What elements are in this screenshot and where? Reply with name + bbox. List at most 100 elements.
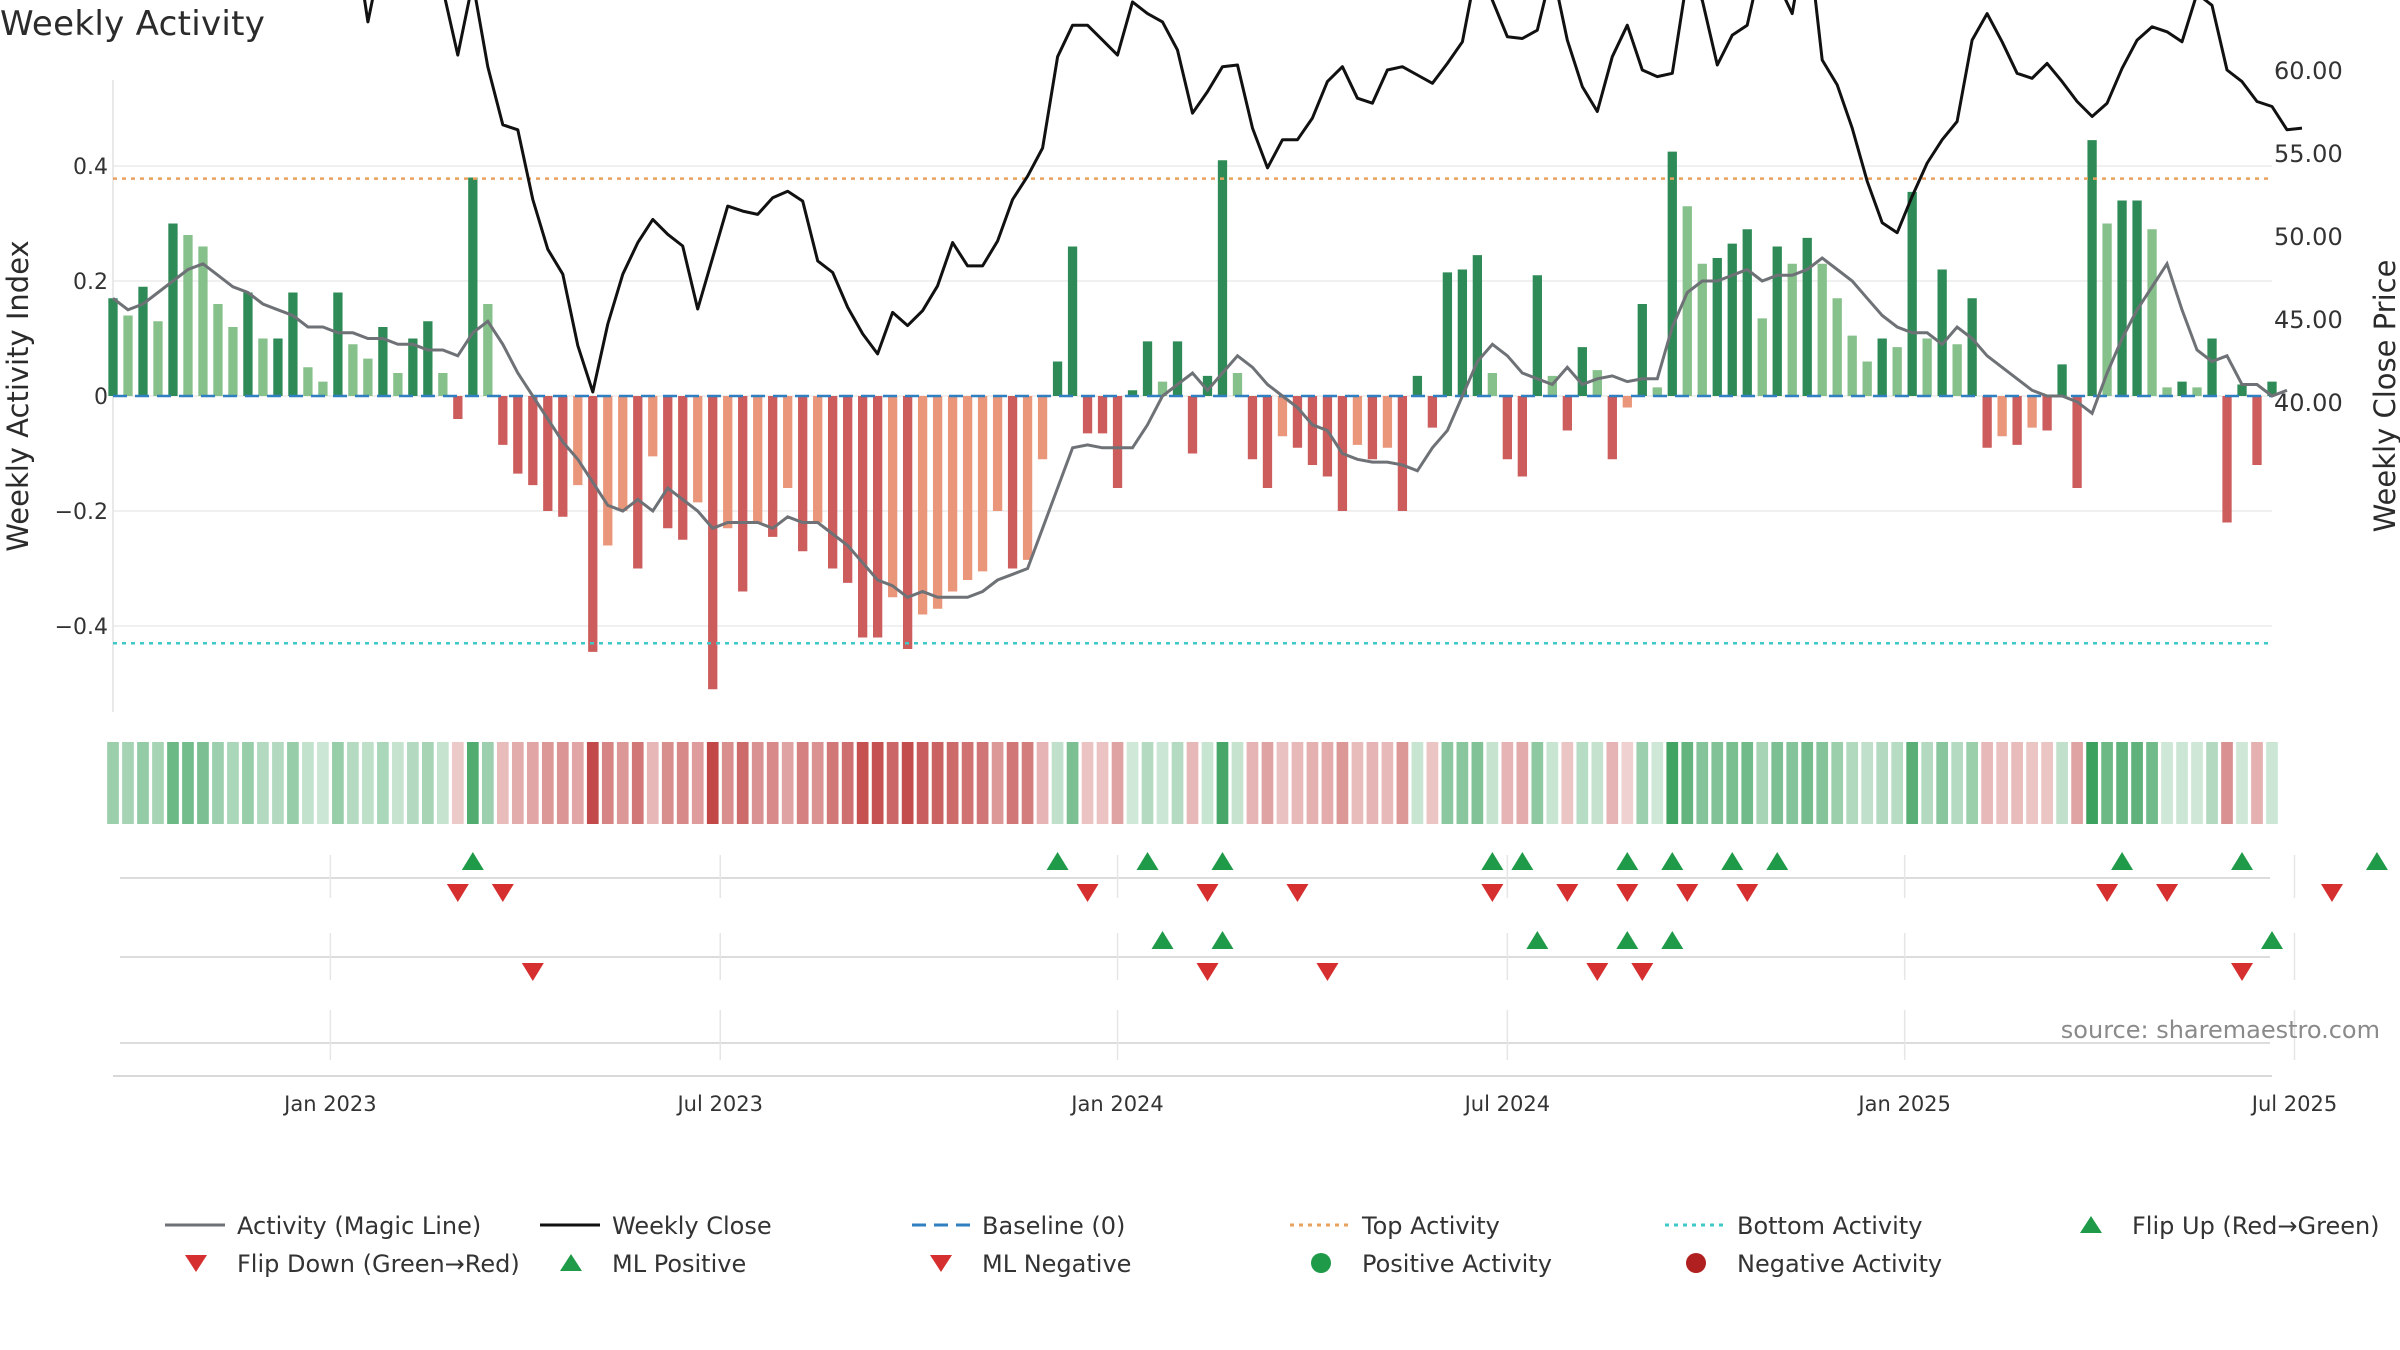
activity-bar [678, 396, 688, 540]
heat-cell [1216, 742, 1229, 824]
heat-cell [1291, 742, 1304, 824]
heat-cell [1681, 742, 1694, 824]
heat-cell [2116, 742, 2128, 824]
activity-bar [1427, 396, 1438, 428]
y2-tick-label: 65.00 [2274, 0, 2343, 2]
heat-cell [526, 742, 539, 824]
activity-bar [1202, 375, 1213, 396]
y2-tick-label: 40.00 [2274, 389, 2343, 417]
legend-swatch [2080, 1216, 2102, 1233]
activity-bar [2102, 223, 2112, 396]
heat-cell [2026, 742, 2038, 824]
activity-bar [2267, 381, 2277, 396]
activity-bar [902, 396, 913, 649]
legend-item: Bottom Activity [1665, 1212, 1922, 1240]
activity-bar [2207, 338, 2217, 396]
heat-cell [1711, 742, 1724, 824]
flip-down-marker [1076, 884, 1099, 902]
heat-cell [2101, 742, 2113, 824]
magic-line [112, 256, 2288, 600]
flip-down-marker [2156, 884, 2179, 902]
y-tick-label: −0.4 [55, 615, 108, 640]
legend-swatch [1686, 1253, 1706, 1273]
heat-cell [1246, 742, 1259, 824]
activity-bar [1892, 347, 1902, 396]
activity-bar [1607, 396, 1617, 460]
heat-cell [2206, 742, 2218, 824]
heat-cell [856, 742, 869, 824]
heat-cell [1531, 742, 1544, 824]
legend-label: Negative Activity [1737, 1250, 1942, 1278]
heat-strip [107, 742, 2278, 824]
heat-cell [122, 742, 134, 824]
heat-cell [317, 742, 329, 824]
flip-up-marker [2111, 852, 2134, 870]
legend-label: Flip Down (Green→Red) [237, 1250, 520, 1278]
activity-bar [2072, 396, 2082, 488]
activity-bar [753, 396, 763, 523]
heat-cell [137, 742, 149, 824]
heat-cell [901, 742, 914, 824]
activity-bar [2252, 396, 2262, 465]
activity-bar [2147, 229, 2157, 396]
activity-bar [213, 304, 223, 396]
heat-cell [976, 742, 989, 824]
heat-cell [1471, 742, 1484, 824]
legend-label: Flip Up (Red→Green) [2132, 1212, 2380, 1240]
heat-cell [1591, 742, 1604, 824]
heat-cell [1126, 742, 1139, 824]
heat-cell [436, 742, 449, 824]
activity-bar [828, 396, 838, 569]
activity-bar [738, 396, 748, 592]
legend-item: ML Positive [560, 1250, 746, 1278]
activity-bar [123, 315, 133, 396]
heat-cell [1066, 742, 1079, 824]
heat-cell [422, 742, 434, 824]
heat-cell [2266, 742, 2278, 824]
ml-positive-marker [1151, 931, 1174, 949]
activity-bar [483, 304, 493, 396]
flip-up-marker [1721, 852, 1744, 870]
activity-bar [2192, 387, 2202, 396]
activity-bar [1382, 396, 1393, 448]
activity-bar [962, 396, 973, 580]
legend-item: Flip Up (Red→Green) [2080, 1212, 2380, 1240]
activity-bar [1787, 263, 1797, 396]
activity-bar [1907, 191, 1917, 396]
heat-cell [1726, 742, 1739, 824]
heat-cell [302, 742, 314, 824]
activity-bar [438, 373, 448, 396]
legend-swatch [560, 1254, 582, 1271]
flip-up-marker [1046, 852, 1069, 870]
legend-label: ML Positive [612, 1250, 746, 1278]
activity-bar [2027, 396, 2037, 428]
heat-cell [1141, 742, 1154, 824]
activity-bar [303, 367, 313, 396]
activity-bar [843, 396, 853, 583]
heat-cell [1606, 742, 1619, 824]
heat-cell [2071, 742, 2083, 824]
heat-cell [1021, 742, 1034, 824]
activity-bar [1397, 396, 1408, 511]
heat-cell [1351, 742, 1364, 824]
activity-bar [1517, 396, 1527, 477]
heat-cell [287, 742, 299, 824]
heat-cell [481, 742, 494, 824]
activity-bar [663, 396, 673, 529]
flip-down-marker [1481, 884, 1504, 902]
heat-cell [407, 742, 419, 824]
activity-bar [2012, 396, 2022, 445]
activity-bar [543, 396, 553, 511]
activity-bar [1442, 272, 1453, 396]
legend-label: Weekly Close [612, 1212, 772, 1240]
activity-bar [1037, 396, 1048, 460]
activity-bar [947, 396, 958, 592]
activity-bar [408, 338, 418, 396]
heat-cell [466, 742, 479, 824]
legend-swatch [185, 1255, 207, 1272]
activity-bar [1637, 304, 1647, 396]
heat-cell [1486, 742, 1499, 824]
flip-down-marker [1556, 884, 1579, 902]
activity-bar [1562, 396, 1572, 431]
